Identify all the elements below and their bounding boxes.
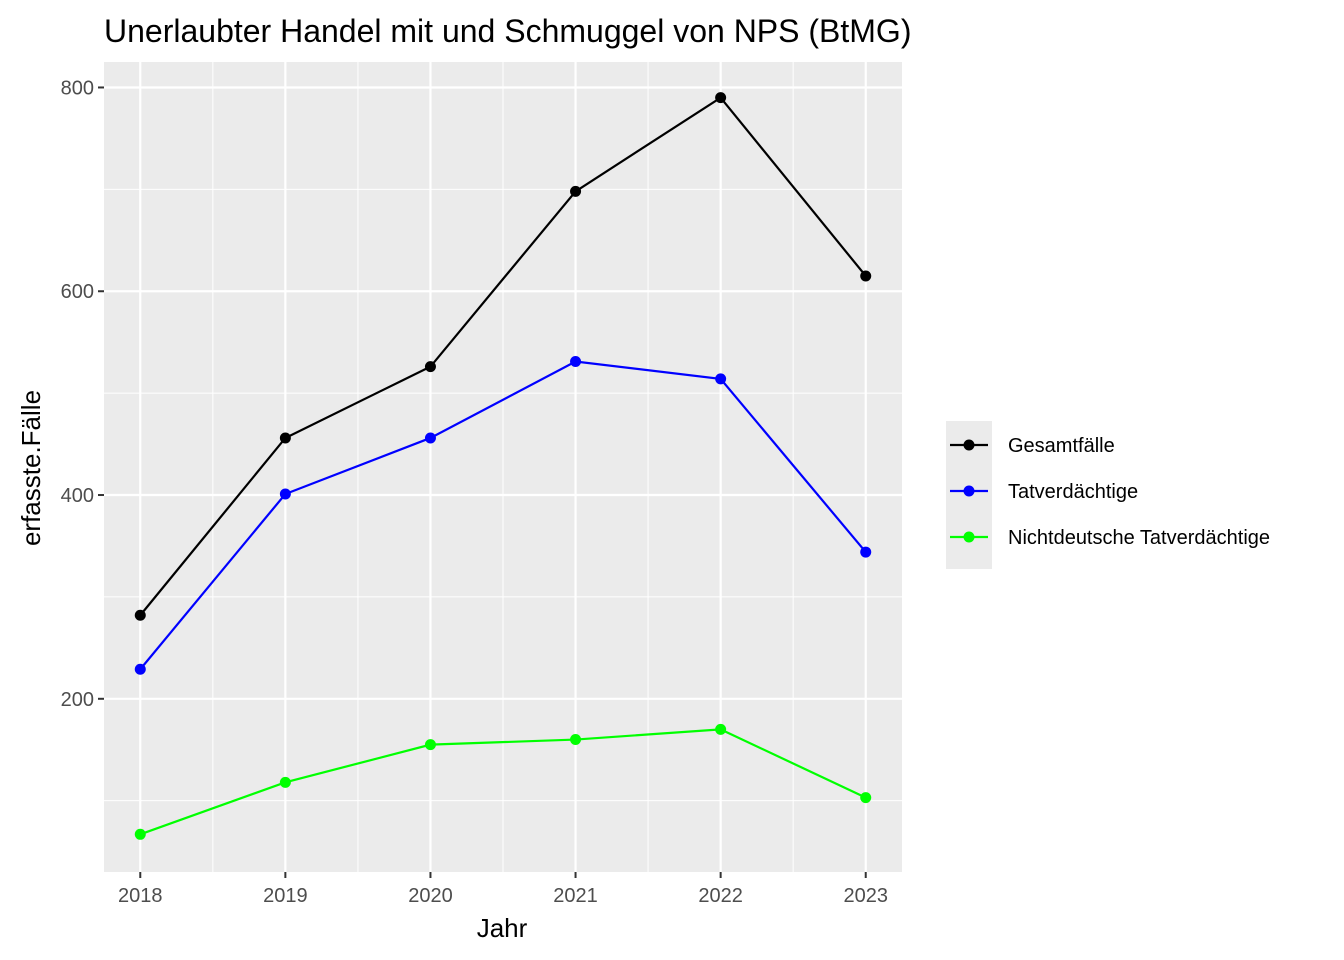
major-gridlines xyxy=(104,62,902,872)
series-line xyxy=(139,728,867,836)
legend-key-point xyxy=(963,485,975,497)
data-point xyxy=(715,373,727,385)
data-point xyxy=(424,432,436,444)
data-point xyxy=(715,92,727,104)
legend-key-point xyxy=(963,531,975,543)
x-tick-label: 2020 xyxy=(408,885,453,907)
data-point xyxy=(424,361,436,373)
x-tick-label: 2018 xyxy=(118,885,163,907)
data-point xyxy=(570,734,582,746)
y-axis-title: erfasste.Fälle xyxy=(16,390,46,546)
series-lines xyxy=(139,96,867,836)
x-axis-title: Jahr xyxy=(477,913,528,943)
series-line xyxy=(139,360,867,670)
legend: Gesamtfälle Tatverdächtige Nichtdeutsche T… xyxy=(946,421,1270,569)
x-tick-label: 2023 xyxy=(843,885,888,907)
x-tick-label: 2019 xyxy=(263,885,308,907)
y-tick-label: 800 xyxy=(61,77,94,99)
x-axis: 2018 2019 2020 2021 2022 2023 xyxy=(118,872,888,907)
series-points xyxy=(134,92,872,840)
data-point xyxy=(570,185,582,197)
y-tick-label: 200 xyxy=(61,689,94,711)
x-tick-label: 2021 xyxy=(553,885,598,907)
series-line xyxy=(139,96,867,616)
data-point xyxy=(279,432,291,444)
legend-label: Tatverdächtige xyxy=(1008,481,1138,503)
legend-label: Nichtdeutsche Tatverdächtige xyxy=(1008,527,1270,549)
data-point xyxy=(860,270,872,282)
data-point xyxy=(134,609,146,621)
legend-key-point xyxy=(963,439,975,451)
legend-label: Gesamtfälle xyxy=(1008,435,1115,457)
data-point xyxy=(860,546,872,558)
chart-title: Unerlaubter Handel mit und Schmuggel von… xyxy=(104,13,911,49)
y-tick-label: 400 xyxy=(61,485,94,507)
y-tick-label: 600 xyxy=(61,281,94,303)
data-point xyxy=(279,776,291,788)
data-point xyxy=(424,739,436,751)
data-point xyxy=(715,723,727,735)
x-tick-label: 2022 xyxy=(698,885,743,907)
data-point xyxy=(134,663,146,675)
data-point xyxy=(570,356,582,368)
data-point xyxy=(134,828,146,840)
data-point xyxy=(860,792,872,804)
y-axis: 200 400 600 800 xyxy=(61,77,104,711)
data-point xyxy=(279,488,291,500)
